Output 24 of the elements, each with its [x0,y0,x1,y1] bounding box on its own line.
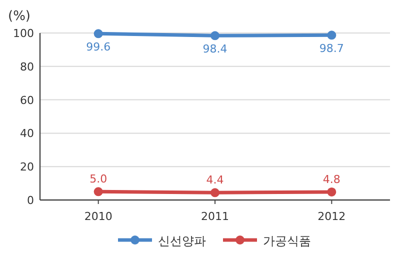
y-tick-label: 100 [13,27,34,40]
legend-label: 가공식품 [263,234,311,248]
legend-label: 신선양파 [158,234,206,248]
x-tick-label: 2010 [84,210,112,223]
data-label: 4.4 [206,174,224,187]
y-axis-title: (%) [8,9,30,24]
point [94,29,103,38]
data-label: 99.6 [86,40,111,54]
data-label: 98.4 [202,42,228,56]
point [327,30,336,40]
point [210,31,220,40]
y-tick-label: 60 [20,94,34,107]
data-label: 5.0 [90,172,108,186]
point [327,187,336,196]
y-tick-label: 40 [20,127,34,140]
point [210,188,220,198]
y-tick-label: 80 [20,60,34,74]
point [94,187,103,196]
data-label: 4.8 [322,172,340,186]
y-tick-label: 20 [20,160,34,174]
x-tick-label: 2012 [318,210,346,223]
x-tick-label: 2011 [201,210,229,223]
y-tick-label: 0 [27,194,34,207]
data-label: 98.7 [319,42,344,56]
